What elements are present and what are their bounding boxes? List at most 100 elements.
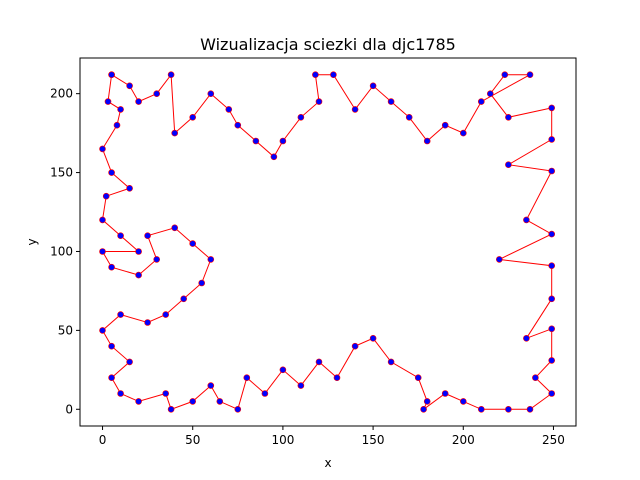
data-point-29	[135, 398, 142, 405]
data-point-83	[279, 137, 287, 145]
data-point-44	[387, 358, 395, 366]
data-point-91	[167, 71, 175, 78]
data-point-17	[189, 240, 196, 247]
x-tick-label-0: 0	[99, 433, 107, 447]
data-point-25	[108, 342, 115, 350]
data-point-37	[261, 390, 269, 397]
data-point-11	[99, 248, 106, 255]
data-point-51	[505, 405, 512, 413]
x-tick-label-50: 50	[185, 433, 200, 447]
data-point-64	[505, 161, 512, 168]
data-point-61	[548, 230, 556, 238]
data-point-72	[459, 129, 467, 137]
y-tick-label-150: 150	[50, 166, 73, 180]
data-point-35	[234, 405, 242, 413]
data-point-94	[126, 82, 133, 90]
data-point-63	[548, 167, 556, 175]
data-point-24	[99, 327, 106, 334]
data-point-93	[135, 98, 142, 105]
x-axis-label: x	[324, 456, 331, 470]
data-point-56	[548, 325, 556, 333]
data-point-12	[108, 263, 115, 271]
data-point-6	[126, 185, 133, 192]
data-point-41	[333, 374, 341, 382]
data-point-92	[153, 90, 160, 97]
data-point-71	[477, 98, 485, 105]
data-point-73	[441, 121, 449, 129]
x-tick-label-200: 200	[452, 433, 475, 447]
data-point-77	[369, 82, 377, 90]
data-point-23	[117, 311, 124, 318]
data-point-76	[387, 98, 395, 105]
data-point-62	[523, 216, 530, 224]
data-point-13	[135, 271, 142, 279]
data-point-53	[548, 390, 556, 397]
data-point-54	[532, 374, 539, 382]
data-point-69	[501, 71, 509, 78]
data-point-95	[108, 71, 115, 78]
data-point-19	[198, 279, 205, 287]
data-point-47	[420, 405, 427, 413]
data-point-85	[252, 137, 260, 145]
y-tick-label-0: 0	[65, 402, 73, 416]
data-point-59	[548, 262, 556, 270]
data-point-28	[117, 390, 124, 397]
data-point-48	[441, 390, 449, 397]
data-point-78	[351, 106, 359, 113]
data-point-60	[495, 256, 503, 263]
data-point-89	[189, 114, 196, 121]
data-point-87	[225, 106, 233, 113]
data-point-50	[477, 405, 485, 413]
data-point-14	[153, 256, 160, 263]
data-point-4	[99, 145, 106, 153]
data-point-55	[548, 357, 556, 364]
data-point-45	[414, 374, 422, 382]
data-point-16	[171, 224, 178, 232]
y-tick-label-200: 200	[50, 87, 73, 101]
plot-frame	[79, 57, 577, 427]
data-point-88	[207, 90, 215, 97]
data-point-15	[144, 232, 151, 239]
data-point-20	[180, 295, 187, 303]
x-tick-label-150: 150	[362, 433, 385, 447]
data-point-43	[369, 334, 377, 342]
plot-area	[99, 71, 556, 413]
data-point-7	[102, 192, 110, 200]
data-point-84	[270, 153, 278, 161]
data-point-30	[162, 390, 169, 397]
data-point-67	[505, 114, 512, 121]
data-point-8	[99, 216, 106, 224]
data-point-42	[351, 342, 359, 350]
data-point-80	[312, 71, 319, 78]
axes-ticks: 0 50 100 150 200 250 0 50 100 150 200	[50, 87, 565, 447]
data-point-3	[113, 121, 121, 129]
data-point-27	[108, 374, 115, 382]
data-point-74	[423, 137, 431, 145]
data-point-33	[207, 382, 215, 389]
data-point-18	[207, 256, 215, 263]
data-point-31	[167, 405, 175, 413]
data-point-46	[423, 398, 431, 405]
data-point-58	[548, 295, 556, 303]
data-point-26	[126, 358, 133, 366]
data-point-9	[117, 232, 124, 239]
data-point-66	[548, 104, 556, 112]
data-point-5	[108, 169, 115, 176]
data-point-40	[315, 358, 323, 366]
data-point-49	[459, 398, 467, 405]
data-point-39	[297, 382, 305, 389]
y-tick-label-50: 50	[58, 323, 73, 337]
data-point-82	[297, 114, 305, 121]
x-tick-label-250: 250	[542, 433, 565, 447]
data-point-86	[234, 121, 242, 129]
data-point-36	[243, 374, 251, 382]
data-point-22	[144, 319, 151, 326]
data-point-70	[526, 71, 534, 78]
x-tick-label-100: 100	[271, 433, 294, 447]
data-point-34	[216, 398, 224, 405]
data-point-38	[279, 366, 287, 374]
y-tick-label-100: 100	[50, 244, 73, 258]
data-point-75	[405, 114, 413, 121]
